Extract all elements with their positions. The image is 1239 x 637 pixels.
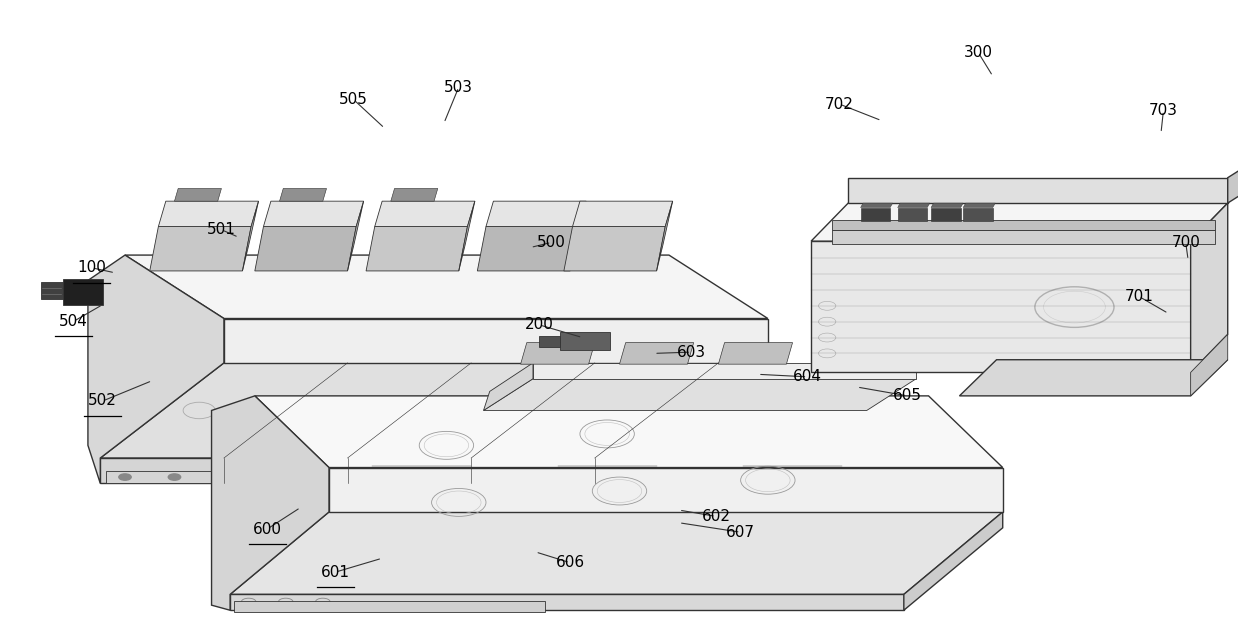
Text: 502: 502 xyxy=(88,394,118,408)
Circle shape xyxy=(218,474,230,480)
Polygon shape xyxy=(570,201,586,271)
Polygon shape xyxy=(719,343,793,364)
Polygon shape xyxy=(520,343,595,364)
Polygon shape xyxy=(959,360,1228,396)
Text: 604: 604 xyxy=(793,369,821,384)
Text: 605: 605 xyxy=(893,389,922,403)
Text: 607: 607 xyxy=(726,525,755,540)
Text: 603: 603 xyxy=(676,345,706,360)
Polygon shape xyxy=(903,512,1002,610)
Polygon shape xyxy=(230,594,903,610)
Polygon shape xyxy=(390,189,437,201)
Polygon shape xyxy=(833,230,1215,244)
Text: 501: 501 xyxy=(207,222,235,237)
Polygon shape xyxy=(1191,203,1228,373)
Polygon shape xyxy=(833,220,1215,230)
Polygon shape xyxy=(930,208,960,222)
Polygon shape xyxy=(88,255,224,483)
Polygon shape xyxy=(107,471,249,483)
Polygon shape xyxy=(255,396,1002,468)
Polygon shape xyxy=(477,227,579,271)
Polygon shape xyxy=(812,241,1191,373)
Text: 503: 503 xyxy=(445,80,473,94)
Polygon shape xyxy=(644,363,768,483)
Text: 505: 505 xyxy=(339,92,368,107)
Polygon shape xyxy=(280,189,327,201)
Polygon shape xyxy=(861,203,893,208)
Text: 701: 701 xyxy=(1124,289,1154,304)
Polygon shape xyxy=(812,203,1228,241)
Text: 606: 606 xyxy=(555,555,585,570)
Polygon shape xyxy=(458,201,475,271)
Polygon shape xyxy=(930,203,963,208)
Text: 504: 504 xyxy=(58,314,88,329)
Polygon shape xyxy=(963,203,995,208)
Polygon shape xyxy=(347,201,363,271)
Text: 702: 702 xyxy=(825,97,854,111)
Circle shape xyxy=(119,474,131,480)
Circle shape xyxy=(169,474,181,480)
Text: 200: 200 xyxy=(524,317,554,333)
Polygon shape xyxy=(861,208,891,222)
Polygon shape xyxy=(159,201,259,227)
Polygon shape xyxy=(330,468,1002,512)
Text: 703: 703 xyxy=(1149,103,1178,118)
Polygon shape xyxy=(230,512,1002,594)
Polygon shape xyxy=(234,601,545,612)
Text: 602: 602 xyxy=(701,509,731,524)
Polygon shape xyxy=(243,201,259,271)
Polygon shape xyxy=(125,255,768,318)
Text: 700: 700 xyxy=(1171,235,1201,250)
Polygon shape xyxy=(366,227,467,271)
Polygon shape xyxy=(963,208,992,222)
Polygon shape xyxy=(100,458,644,483)
Polygon shape xyxy=(560,333,610,350)
Polygon shape xyxy=(63,279,103,304)
Text: 300: 300 xyxy=(964,45,992,60)
Polygon shape xyxy=(620,343,694,364)
Polygon shape xyxy=(657,201,673,271)
Text: 100: 100 xyxy=(77,261,107,275)
Polygon shape xyxy=(1228,168,1239,203)
Polygon shape xyxy=(224,318,768,363)
Polygon shape xyxy=(374,201,475,227)
Polygon shape xyxy=(572,201,673,227)
Text: 500: 500 xyxy=(536,235,566,250)
Polygon shape xyxy=(41,282,63,299)
Polygon shape xyxy=(897,208,927,222)
Polygon shape xyxy=(897,203,929,208)
Polygon shape xyxy=(1191,334,1228,396)
Polygon shape xyxy=(483,379,916,410)
Polygon shape xyxy=(212,396,330,610)
Text: 600: 600 xyxy=(253,522,281,536)
Polygon shape xyxy=(486,201,586,227)
Polygon shape xyxy=(539,336,560,347)
Polygon shape xyxy=(175,189,222,201)
Polygon shape xyxy=(150,227,252,271)
Polygon shape xyxy=(849,178,1228,203)
Polygon shape xyxy=(100,363,768,458)
Polygon shape xyxy=(564,227,665,271)
Polygon shape xyxy=(264,201,363,227)
Polygon shape xyxy=(533,363,916,379)
Polygon shape xyxy=(483,363,533,410)
Polygon shape xyxy=(255,227,356,271)
Text: 601: 601 xyxy=(321,564,349,580)
